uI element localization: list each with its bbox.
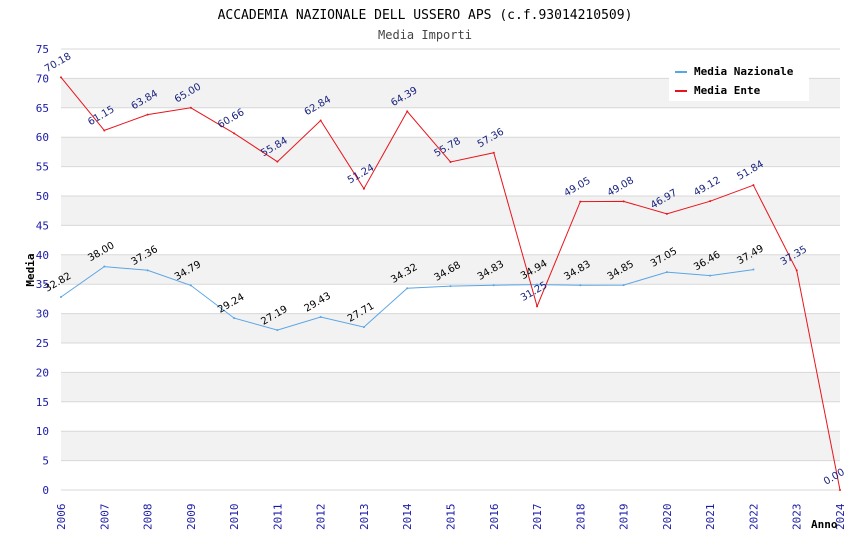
y-tick-label: 65 <box>36 102 49 115</box>
x-axis-ticks: 2006 2007 2008 2009 2010 2011 2012 2013 2014 2015… <box>55 503 847 530</box>
data-point-media-ente <box>276 160 279 163</box>
grid-band <box>61 196 840 226</box>
data-point-media-ente <box>189 106 192 109</box>
y-axis-label: Media <box>24 253 37 286</box>
y-tick-label: 25 <box>36 337 49 350</box>
x-tick-label: 2023 <box>791 504 804 531</box>
grid-band <box>61 313 840 343</box>
chart-title: ACCADEMIA NAZIONALE DELL USSERO APS (c.f… <box>218 8 633 23</box>
data-point-media-nazionale <box>233 317 236 320</box>
data-point-media-ente <box>60 76 62 79</box>
data-point-media-nazionale <box>406 287 409 290</box>
y-tick-label: 35 <box>36 278 49 291</box>
y-tick-label: 10 <box>36 425 49 438</box>
data-point-media-ente <box>536 305 539 308</box>
data-point-media-ente <box>492 151 495 154</box>
data-point-media-ente <box>406 110 409 113</box>
x-tick-label: 2020 <box>661 504 674 531</box>
data-point-media-ente <box>752 184 755 187</box>
x-tick-label: 2011 <box>271 504 284 531</box>
data-point-media-ente <box>449 161 452 164</box>
x-tick-label: 2007 <box>98 504 111 531</box>
y-tick-label: 75 <box>36 43 49 56</box>
data-point-media-ente <box>622 200 625 203</box>
data-label-media-nazionale: 29.43 <box>303 291 333 315</box>
x-tick-label: 2006 <box>55 504 68 531</box>
x-tick-label: 2013 <box>358 504 371 531</box>
x-tick-label: 2010 <box>228 504 241 531</box>
data-point-media-nazionale <box>362 326 365 329</box>
data-point-media-ente <box>795 269 798 272</box>
data-point-media-ente <box>579 200 582 203</box>
x-tick-label: 2022 <box>747 504 760 531</box>
x-tick-label: 2015 <box>445 504 458 531</box>
legend-label-media-ente: Media Ente <box>694 84 761 97</box>
x-tick-label: 2024 <box>834 503 847 530</box>
data-label-media-ente: 60.66 <box>216 107 246 131</box>
y-tick-label: 70 <box>36 72 49 85</box>
grid-band <box>61 254 840 285</box>
data-point-media-nazionale <box>752 268 755 271</box>
data-point-media-ente <box>665 212 668 215</box>
data-point-media-nazionale <box>709 274 712 277</box>
data-label-media-ente: 49.08 <box>606 175 636 199</box>
y-tick-label: 20 <box>36 366 49 379</box>
x-tick-label: 2012 <box>315 504 328 531</box>
grid-bands <box>61 78 840 461</box>
y-tick-label: 0 <box>42 484 49 497</box>
x-tick-label: 2009 <box>185 504 198 531</box>
data-point-media-ente <box>103 129 106 132</box>
y-tick-label: 5 <box>42 455 49 468</box>
grid-band <box>61 372 840 402</box>
y-tick-label: 40 <box>36 249 49 262</box>
data-point-media-nazionale <box>665 271 668 274</box>
y-tick-label: 15 <box>36 396 49 409</box>
x-tick-label: 2014 <box>401 503 414 530</box>
grid-band <box>61 431 840 461</box>
data-point-media-nazionale <box>492 284 495 287</box>
series-lines <box>60 76 841 491</box>
data-point-media-nazionale <box>189 284 192 287</box>
data-label-media-ente: 0.00 <box>822 467 847 488</box>
data-point-media-nazionale <box>579 284 582 287</box>
y-tick-label: 50 <box>36 190 49 203</box>
data-point-media-ente <box>362 187 365 190</box>
data-label-media-ente: 49.12 <box>692 175 722 199</box>
data-point-media-ente <box>839 489 841 491</box>
legend-box <box>669 60 809 101</box>
y-tick-label: 60 <box>36 131 49 144</box>
data-point-media-ente <box>146 113 149 116</box>
data-point-media-nazionale <box>319 315 322 318</box>
data-point-media-nazionale <box>146 269 149 272</box>
data-label-media-nazionale: 29.24 <box>216 292 246 316</box>
y-tick-label: 45 <box>36 219 49 232</box>
x-tick-label: 2018 <box>574 504 587 531</box>
data-point-media-ente <box>319 119 322 122</box>
data-point-media-ente <box>709 200 712 203</box>
x-tick-label: 2008 <box>142 504 155 531</box>
grid-lines <box>61 48 840 491</box>
data-point-media-nazionale <box>449 285 452 288</box>
data-point-media-nazionale <box>103 265 106 268</box>
x-tick-label: 2016 <box>488 504 501 531</box>
y-tick-label: 55 <box>36 161 49 174</box>
data-point-media-nazionale <box>276 329 279 332</box>
data-point-media-nazionale <box>60 296 62 299</box>
data-point-media-ente <box>233 132 236 135</box>
data-point-media-nazionale <box>622 284 625 287</box>
y-axis-ticks: 0 5 10 15 20 25 30 35 40 45 50 55 60 65 70 75 <box>36 43 49 497</box>
x-tick-label: 2021 <box>704 504 717 531</box>
data-point-media-nazionale <box>536 283 539 286</box>
y-tick-label: 30 <box>36 308 49 321</box>
chart-subtitle: Media Importi <box>378 28 472 42</box>
x-tick-label: 2019 <box>618 504 631 531</box>
legend: Media Nazionale Media Ente <box>669 60 809 101</box>
legend-label-media-nazionale: Media Nazionale <box>694 65 794 78</box>
x-tick-label: 2017 <box>531 504 544 531</box>
x-axis-label: Anno <box>811 518 838 531</box>
